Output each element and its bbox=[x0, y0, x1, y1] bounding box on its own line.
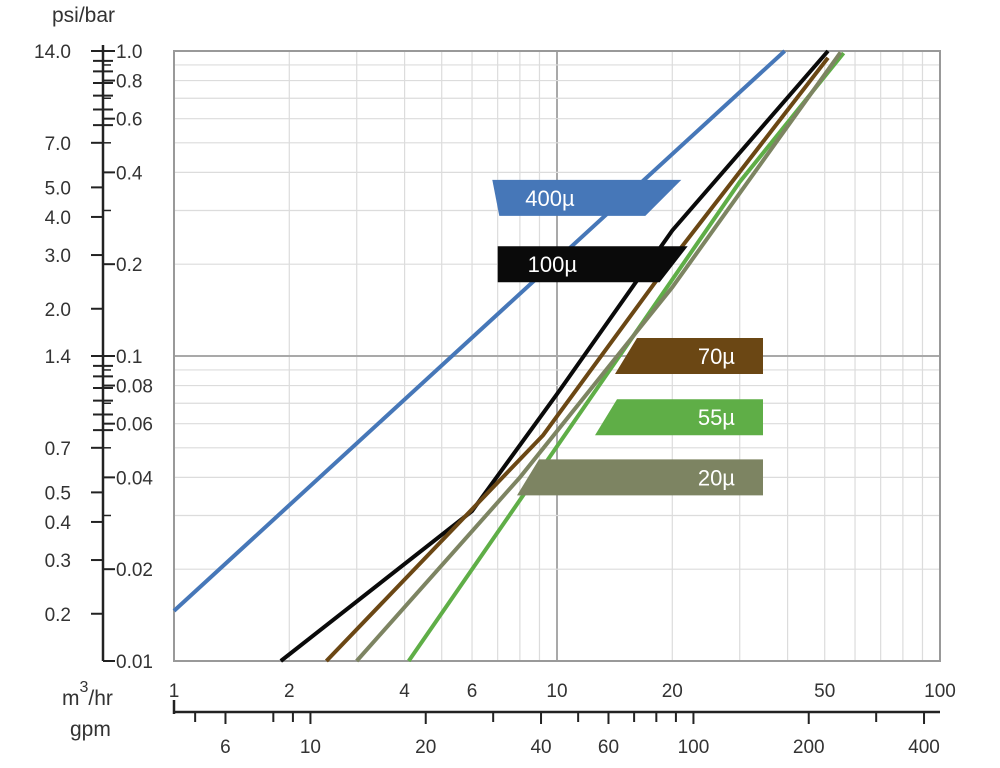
gpm-tick-label: 6 bbox=[220, 737, 231, 758]
label-text-400: 400µ bbox=[525, 186, 575, 211]
label-text-70: 70µ bbox=[698, 344, 735, 369]
m3hr-tick-label: 20 bbox=[662, 681, 683, 702]
label-box-70 bbox=[615, 338, 763, 374]
x-axis-title-m: m bbox=[62, 687, 80, 710]
label-text-100: 100µ bbox=[528, 252, 578, 277]
label-box-20 bbox=[517, 459, 763, 496]
label-text-55: 55µ bbox=[698, 405, 735, 430]
psi-tick-label: 1.4 bbox=[45, 347, 72, 368]
gpm-tick-label: 10 bbox=[300, 737, 321, 758]
series-line-400 bbox=[172, 49, 787, 613]
psi-tick-label: 2.0 bbox=[45, 300, 71, 321]
bar-tick-label: 0.04 bbox=[116, 468, 153, 489]
y-axis-title: psi/bar bbox=[52, 4, 115, 27]
bar-tick-label: 0.1 bbox=[116, 347, 142, 368]
bar-tick-label: 0.01 bbox=[116, 652, 153, 673]
series-line-100 bbox=[279, 49, 830, 663]
psi-tick-label: 0.7 bbox=[45, 439, 71, 460]
psi-tick-label: 0.3 bbox=[45, 551, 71, 572]
series-line-70 bbox=[324, 56, 830, 663]
label-box-400 bbox=[492, 179, 682, 216]
gpm-tick-label: 100 bbox=[678, 737, 710, 758]
bar-tick-label: 1.0 bbox=[116, 42, 142, 63]
bar-tick-label: 0.2 bbox=[116, 255, 142, 276]
psi-tick-label: 5.0 bbox=[45, 178, 71, 199]
series-labels: 400µ 100µ 70µ 55µ 20µ bbox=[492, 179, 763, 496]
m3hr-tick-label: 100 bbox=[924, 681, 956, 702]
gpm-tick-label: 400 bbox=[908, 737, 940, 758]
plot-frame bbox=[173, 50, 941, 662]
label-box-55 bbox=[595, 399, 763, 436]
psi-tick-label: 7.0 bbox=[45, 134, 71, 155]
x-axis-title-gpm: gpm bbox=[70, 718, 111, 741]
m3hr-tick-label: 1 bbox=[169, 681, 180, 702]
m3hr-tick-label: 10 bbox=[546, 681, 567, 702]
y-axes: 1.0 0.8 0.6 0.4 0.2 0.1 0.08 0.06 0.04 0.02 0.01 14… bbox=[34, 42, 153, 673]
label-text-20: 20µ bbox=[698, 465, 735, 490]
bar-tick-label: 0.08 bbox=[116, 377, 153, 398]
label-box-100 bbox=[497, 246, 688, 283]
gpm-tick-label: 20 bbox=[415, 737, 436, 758]
bar-tick-label: 0.4 bbox=[116, 163, 143, 184]
grid bbox=[174, 51, 940, 661]
m3hr-tick-label: 4 bbox=[399, 681, 410, 702]
psi-tick-label: 0.4 bbox=[45, 513, 72, 534]
bar-tick-label: 0.06 bbox=[116, 415, 153, 436]
x-axis-title-m3hr: m3/hr bbox=[62, 679, 113, 710]
gpm-tick-label: 40 bbox=[530, 737, 551, 758]
psi-tick-label: 4.0 bbox=[45, 208, 71, 229]
psi-tick-label: 0.5 bbox=[45, 483, 71, 504]
series-line-20 bbox=[355, 51, 843, 663]
bar-tick-label: 0.8 bbox=[116, 72, 142, 93]
gpm-tick-label: 200 bbox=[793, 737, 825, 758]
bar-tick-label: 0.02 bbox=[116, 560, 153, 581]
series-layer bbox=[172, 49, 846, 663]
psi-tick-label: 0.2 bbox=[45, 605, 71, 626]
gpm-tick-label: 60 bbox=[598, 737, 619, 758]
x-axes: 1 2 4 6 10 20 50 100 6 10 20 40 60 100 200 400 bbox=[169, 681, 956, 758]
m3hr-tick-label: 6 bbox=[467, 681, 478, 702]
psi-tick-label: 3.0 bbox=[45, 246, 71, 267]
x-axis-title-hr: /hr bbox=[88, 687, 113, 710]
x-axis-title-superscript: 3 bbox=[80, 679, 89, 696]
m3hr-tick-label: 2 bbox=[284, 681, 295, 702]
psi-tick-label: 14.0 bbox=[34, 42, 71, 63]
m3hr-tick-label: 50 bbox=[814, 681, 835, 702]
bar-tick-label: 0.6 bbox=[116, 110, 142, 131]
